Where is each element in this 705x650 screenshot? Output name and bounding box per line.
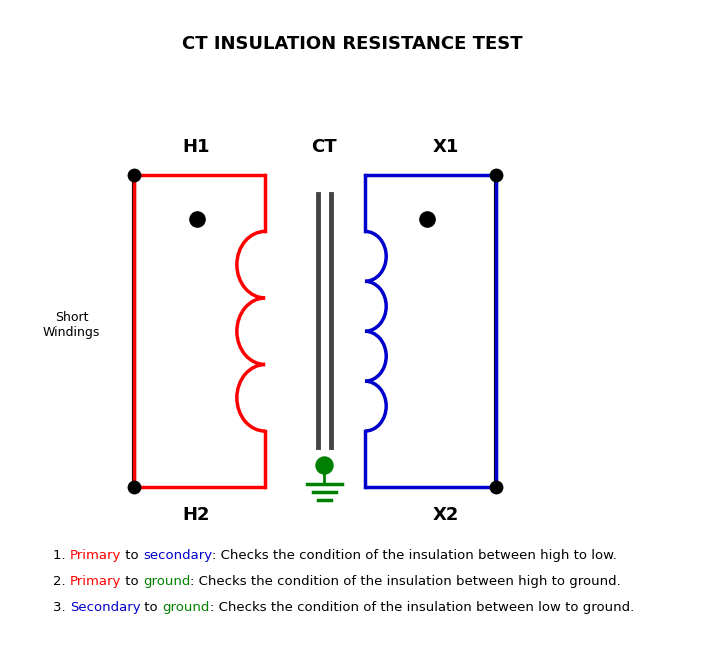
Text: to: to: [121, 549, 143, 562]
Point: [491, 170, 502, 181]
Text: 1.: 1.: [53, 549, 70, 562]
Text: ground: ground: [162, 601, 209, 614]
Point: [128, 482, 140, 493]
Text: H1: H1: [183, 138, 210, 156]
Text: X2: X2: [433, 506, 459, 525]
Point: [491, 482, 502, 493]
Point: [422, 214, 433, 224]
Text: : Checks the condition of the insulation between high to low.: : Checks the condition of the insulation…: [212, 549, 617, 562]
Text: ground: ground: [143, 575, 190, 588]
Text: : Checks the condition of the insulation between high to ground.: : Checks the condition of the insulation…: [190, 575, 621, 588]
Point: [319, 460, 330, 471]
Text: Primary: Primary: [70, 575, 121, 588]
Text: X1: X1: [433, 138, 459, 156]
Text: Short
Windings: Short Windings: [43, 311, 100, 339]
Text: : Checks the condition of the insulation between low to ground.: : Checks the condition of the insulation…: [209, 601, 634, 614]
Text: H2: H2: [183, 506, 210, 525]
Text: 2.: 2.: [53, 575, 70, 588]
Point: [128, 170, 140, 181]
Text: Secondary: Secondary: [70, 601, 140, 614]
Point: [191, 214, 202, 224]
Text: to: to: [140, 601, 162, 614]
Text: to: to: [121, 575, 143, 588]
Text: CT INSULATION RESISTANCE TEST: CT INSULATION RESISTANCE TEST: [182, 35, 523, 53]
Text: 3.: 3.: [53, 601, 70, 614]
Text: secondary: secondary: [143, 549, 212, 562]
Text: Primary: Primary: [70, 549, 121, 562]
Text: CT: CT: [312, 138, 337, 156]
